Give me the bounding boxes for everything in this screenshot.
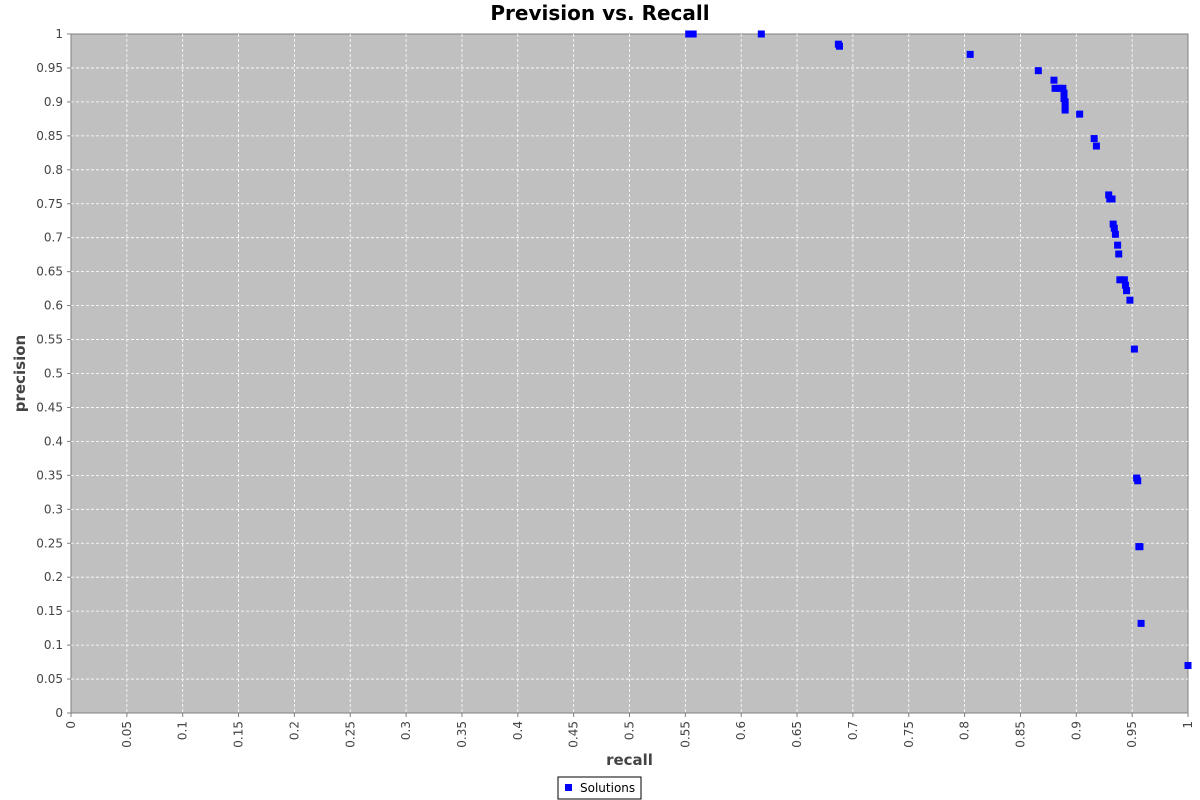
x-tick-label: 0.5	[623, 721, 637, 740]
y-tick-label: 0.3	[44, 502, 63, 516]
x-tick-label: 0.55	[678, 721, 692, 748]
data-point	[1136, 543, 1144, 551]
legend-marker-solutions	[565, 784, 572, 791]
x-tick-label: 0.1	[176, 721, 190, 740]
data-point	[689, 30, 697, 38]
data-point	[1123, 287, 1131, 295]
x-tick-label: 0.6	[734, 721, 748, 740]
y-tick-label: 0	[55, 706, 63, 720]
y-tick-label: 0.25	[36, 536, 63, 550]
y-tick-label: 0.75	[36, 197, 63, 211]
data-point	[1134, 477, 1142, 485]
x-tick-label: 0.85	[1013, 721, 1027, 748]
data-point	[1115, 250, 1123, 258]
y-tick-label: 0.4	[44, 434, 63, 448]
y-tick-label: 0.9	[44, 95, 63, 109]
legend-box	[557, 776, 642, 800]
data-point	[1130, 345, 1138, 353]
x-tick-label: 0.95	[1125, 721, 1139, 748]
y-tick-label: 0.45	[36, 400, 63, 414]
data-point	[1109, 220, 1117, 228]
data-points	[685, 30, 1192, 669]
data-point	[1051, 84, 1059, 92]
data-point	[1116, 276, 1124, 284]
y-tick-label: 0.65	[36, 265, 63, 279]
x-tick-label: 0.3	[399, 721, 413, 740]
x-tick-label: 0.2	[287, 721, 301, 740]
y-tick-label: 0.5	[44, 367, 63, 381]
data-point	[1092, 142, 1100, 150]
data-point	[1050, 76, 1058, 84]
legend-label-solutions: Solutions	[580, 781, 635, 795]
data-point	[1076, 110, 1084, 118]
y-tick-label: 0.6	[44, 299, 63, 313]
y-tick-label: 0.95	[36, 61, 63, 75]
x-tick-label: 0.7	[846, 721, 860, 740]
data-point	[1105, 191, 1113, 199]
x-axis-label: recall	[606, 751, 653, 769]
y-tick-label: 1	[55, 27, 63, 41]
y-tick-label: 0.1	[44, 638, 63, 652]
y-tick-label: 0.55	[36, 333, 63, 347]
y-axis-ticks: 0 0.05 0.1 0.15 0.2 0.25 0.3 0.35 0.4 0.45 0.5 0.55…	[36, 27, 71, 720]
x-tick-label: 0.45	[567, 721, 581, 748]
x-tick-label: 0.9	[1069, 721, 1083, 740]
x-tick-label: 0.05	[120, 721, 134, 748]
data-point	[685, 30, 693, 38]
x-tick-label: 0	[64, 721, 78, 729]
y-tick-label: 0.05	[36, 672, 63, 686]
data-point	[1108, 195, 1116, 203]
y-tick-label: 0.15	[36, 604, 63, 618]
data-point	[1126, 296, 1134, 304]
data-point	[757, 30, 765, 38]
data-point	[966, 50, 974, 58]
y-tick-label: 0.7	[44, 231, 63, 245]
y-axis-label: precision	[11, 335, 29, 412]
x-tick-label: 0.25	[343, 721, 357, 748]
x-tick-label: 1	[1181, 721, 1195, 729]
data-point	[1121, 281, 1129, 289]
x-tick-label: 0.75	[902, 721, 916, 748]
y-tick-label: 0.35	[36, 468, 63, 482]
data-point	[1137, 619, 1145, 627]
data-point	[1090, 135, 1098, 143]
x-tick-label: 0.8	[958, 721, 972, 740]
data-point	[835, 42, 843, 50]
data-point	[1061, 106, 1069, 114]
data-point	[1034, 67, 1042, 75]
x-tick-label: 0.65	[790, 721, 804, 748]
y-tick-label: 0.8	[44, 163, 63, 177]
x-axis-ticks: 0 0.05 0.1 0.15 0.2 0.25 0.3 0.35 0.4 0.45 0.5 0.55…	[64, 713, 1195, 748]
y-tick-label: 0.2	[44, 570, 63, 584]
data-point	[1060, 89, 1068, 97]
y-tick-label: 0.85	[36, 129, 63, 143]
data-point	[1059, 84, 1067, 92]
grid-lines	[71, 34, 1188, 713]
legend: Solutions	[557, 776, 642, 800]
data-point	[1110, 224, 1118, 232]
x-tick-label: 0.35	[455, 721, 469, 748]
data-point	[1061, 98, 1069, 106]
x-tick-label: 0.4	[511, 721, 525, 740]
data-point	[1184, 661, 1192, 669]
chart-title: Prevision vs. Recall	[490, 1, 709, 25]
data-point	[1114, 241, 1122, 249]
data-point	[1120, 276, 1128, 284]
x-tick-label: 0.15	[232, 721, 246, 748]
data-point	[1111, 230, 1119, 238]
